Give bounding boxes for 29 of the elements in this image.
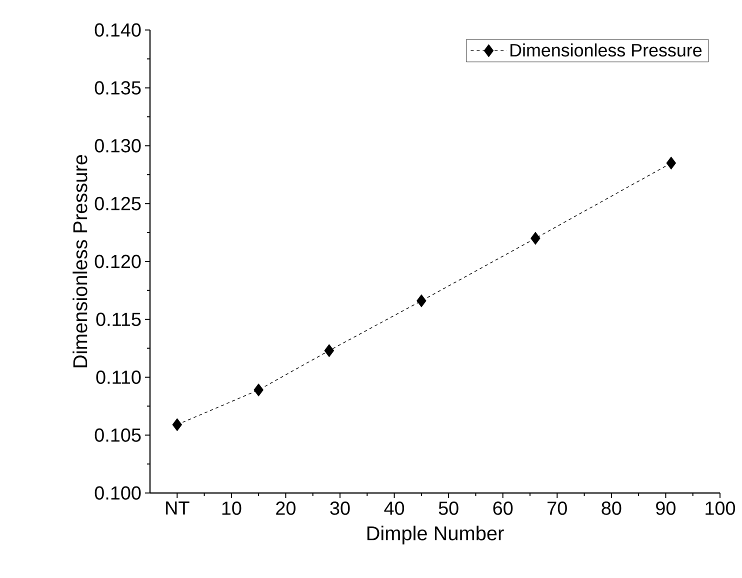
y-tick-label: 0.110 [96,370,141,384]
y-axis-title: Dimensionless Pressure [72,155,88,368]
x-tick-label: 50 [438,502,458,515]
x-tick-label: 80 [602,502,622,515]
point [324,344,334,357]
y-tick-label: 0.135 [94,81,141,95]
x-tick-label: 70 [548,502,567,515]
point [254,384,264,396]
point [416,294,426,308]
y-tick-label: 0.105 [94,428,141,442]
x-tick-label: 90 [656,502,676,515]
y-tick-label: 0.125 [94,196,141,210]
x-tick-label: 40 [384,502,404,515]
x-tick-label: 100 [706,502,736,515]
point [666,156,676,170]
x-tick-label: 20 [276,502,296,515]
y-tick-label: 0.140 [94,23,141,37]
point [530,232,540,245]
point [172,418,182,432]
x-tick-label: 60 [493,502,513,515]
x-tick-label: 30 [330,502,350,515]
y-tick-label: 0.130 [94,139,141,152]
x-tick-label: 10 [222,502,242,515]
x-tick-label: NT [166,502,190,515]
legend-label: Dimensionless Pressure [510,43,702,57]
y-tick-label: 0.115 [96,312,141,326]
y-tick-label: 0.120 [94,254,141,268]
x-axis-title: Dimple Number [367,526,504,544]
y-tick-label: 0.100 [94,486,141,500]
